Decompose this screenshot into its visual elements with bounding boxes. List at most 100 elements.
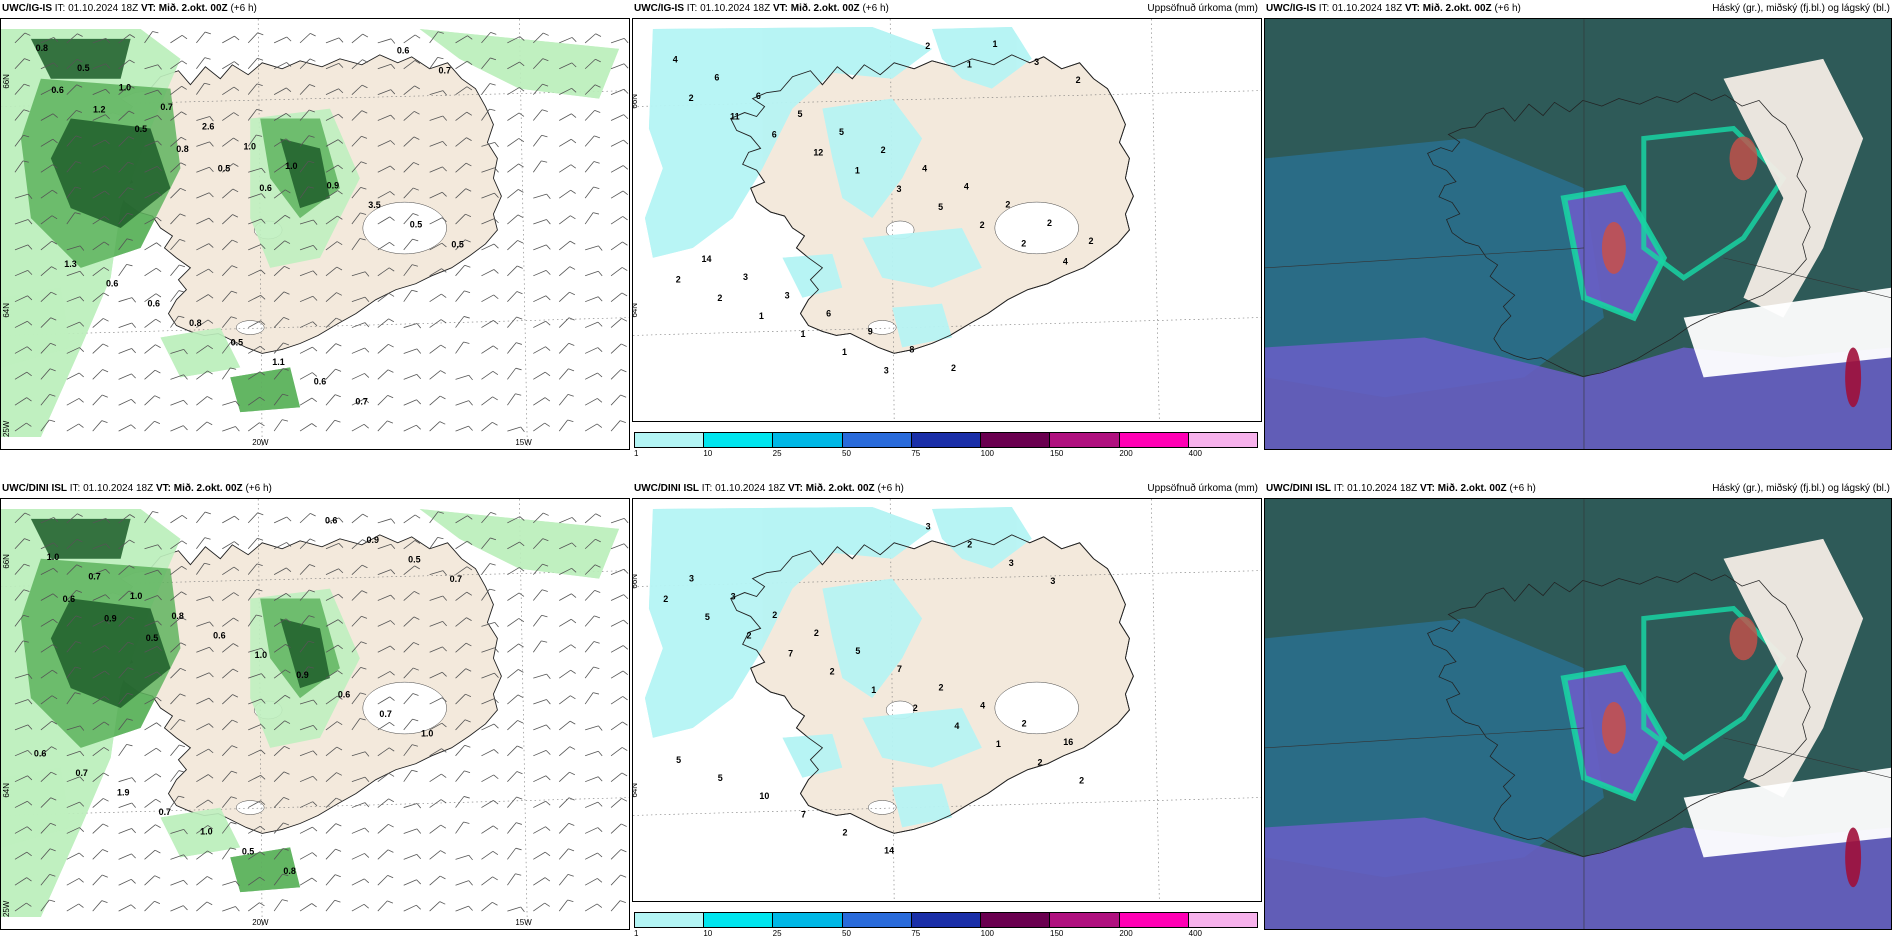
barb-shaft: [92, 721, 105, 731]
wind-value-label: 0.8: [171, 611, 183, 621]
wind-barb: [507, 822, 522, 834]
barb-shaft: [170, 719, 180, 731]
barb-flag: [27, 244, 33, 250]
wind-map[interactable]: 0.8 0.5 1.0 0.7 2.6 1.0 1.0 0.9 3.5 0.5 0.5 1.3 0.6 0…: [0, 18, 630, 450]
wind-barb: [481, 647, 499, 653]
barb-shaft: [325, 37, 340, 44]
barb-shaft: [351, 84, 363, 95]
colorbar-segment: [635, 913, 705, 927]
wind-barb: [559, 567, 577, 576]
barb-shaft: [429, 671, 443, 679]
wind-barb: [299, 538, 316, 550]
barb-shaft: [558, 291, 570, 302]
barb-flag: [105, 63, 111, 69]
colorbar-segment: [981, 913, 1051, 927]
colorbar-tick-label: 150: [1050, 929, 1064, 938]
wind-barb: [481, 421, 498, 432]
wind-barb: [66, 827, 85, 834]
barb-flag: [494, 142, 499, 148]
colorbar-tick-label: 200: [1119, 929, 1133, 938]
barb-flag: [389, 191, 395, 196]
wind-barb: [221, 796, 237, 808]
wind-barb: [66, 750, 85, 757]
wind-map[interactable]: 1.0 0.7 1.0 0.8 0.6 1.0 0.9 0.6 0.7 1.0 0.6 0.7 1.9 0…: [0, 498, 630, 930]
barb-shaft: [610, 114, 624, 121]
barb-flag: [156, 191, 162, 197]
barb-shaft: [325, 619, 339, 627]
barb-flag: [285, 618, 291, 623]
wind-barb: [170, 795, 185, 808]
wind-barb: [118, 616, 135, 627]
barb-shaft: [429, 901, 441, 912]
barb-flag: [52, 644, 58, 649]
precip-map[interactable]: 4 6 6 5 5 2 4 4 2 2 2 14 3 3 6 9 8 2 1 3 2 2 11 6 12 1 3 5 2 2 4 2 2 1 1 1 3…: [632, 18, 1262, 422]
wind-barb: [429, 748, 447, 757]
barb-shaft: [196, 901, 208, 912]
barb-shaft: [273, 873, 283, 886]
wind-barb: [325, 695, 343, 705]
barb-shaft: [248, 295, 261, 303]
wind-barb: [66, 270, 85, 277]
barb-flag: [416, 399, 422, 405]
barb-shaft: [403, 514, 416, 524]
barb-shaft: [66, 296, 80, 303]
wind-barb: [299, 245, 318, 251]
barb-flag: [27, 320, 33, 326]
panel-header: UWC/DINI ISL IT: 01.10.2024 18Z VT: Mið.…: [632, 480, 1262, 498]
barb-flag: [569, 240, 576, 245]
wind-barb: [92, 798, 109, 808]
barb-shaft: [533, 269, 547, 277]
barb-flag: [78, 372, 84, 378]
wind-value-label: 0.6: [106, 279, 118, 289]
wind-barb: [325, 241, 343, 251]
wind-barb: [144, 166, 162, 173]
cloud-map[interactable]: [1264, 18, 1892, 450]
precip-colorbar: [634, 432, 1258, 448]
barb-flag: [337, 164, 343, 170]
barb-flag: [180, 642, 187, 646]
wind-barb: [325, 113, 344, 121]
barb-shaft: [533, 422, 545, 432]
cloud-map[interactable]: [1264, 498, 1892, 930]
barb-flag: [571, 37, 577, 43]
precip-value-label: 2: [689, 93, 694, 103]
barb-flag: [594, 109, 601, 113]
barb-flag: [180, 162, 187, 166]
barb-shaft: [196, 370, 208, 380]
wind-barb: [66, 212, 81, 225]
barb-flag: [442, 191, 447, 197]
wind-barb: [118, 212, 134, 225]
barb-flag: [412, 744, 418, 747]
barb-flag: [570, 189, 576, 194]
wind-barb: [377, 849, 394, 860]
wind-barb: [533, 32, 549, 44]
wind-barb: [481, 294, 499, 303]
barb-shaft: [144, 849, 156, 860]
barb-shaft: [533, 563, 543, 575]
barb-flag: [362, 33, 369, 38]
barb-flag: [234, 541, 240, 546]
barb-flag: [440, 370, 446, 374]
barb-shaft: [403, 162, 414, 173]
barb-shaft: [248, 825, 261, 834]
wind-barb: [610, 139, 629, 147]
barb-flag: [518, 189, 524, 193]
wind-barb: [66, 109, 83, 121]
barb-shaft: [92, 369, 103, 380]
barb-shaft: [455, 213, 466, 225]
precip-map[interactable]: 3 3 2 2 5 7 2 4 2 16 5 5 10 7 2 14 3 2 3 3 2 5 2 7 2 1 2 4 1 2 2 66N 64N: [632, 498, 1262, 902]
precip-value-label: 6: [714, 73, 719, 83]
wind-barb: [40, 87, 59, 96]
wind-barb: [196, 141, 214, 147]
wind-barb: [377, 518, 396, 524]
precip-area: [892, 783, 952, 828]
wind-barb: [299, 640, 315, 653]
barb-flag: [183, 829, 188, 835]
barb-flag: [595, 58, 601, 63]
precip-values: 4665524422214336982132211612135224221113…: [673, 39, 1094, 376]
wind-barb: [144, 318, 161, 328]
wind-barb: [507, 36, 525, 44]
barb-shaft: [299, 135, 310, 147]
barb-shaft: [221, 290, 232, 302]
barb-shaft: [610, 267, 623, 277]
